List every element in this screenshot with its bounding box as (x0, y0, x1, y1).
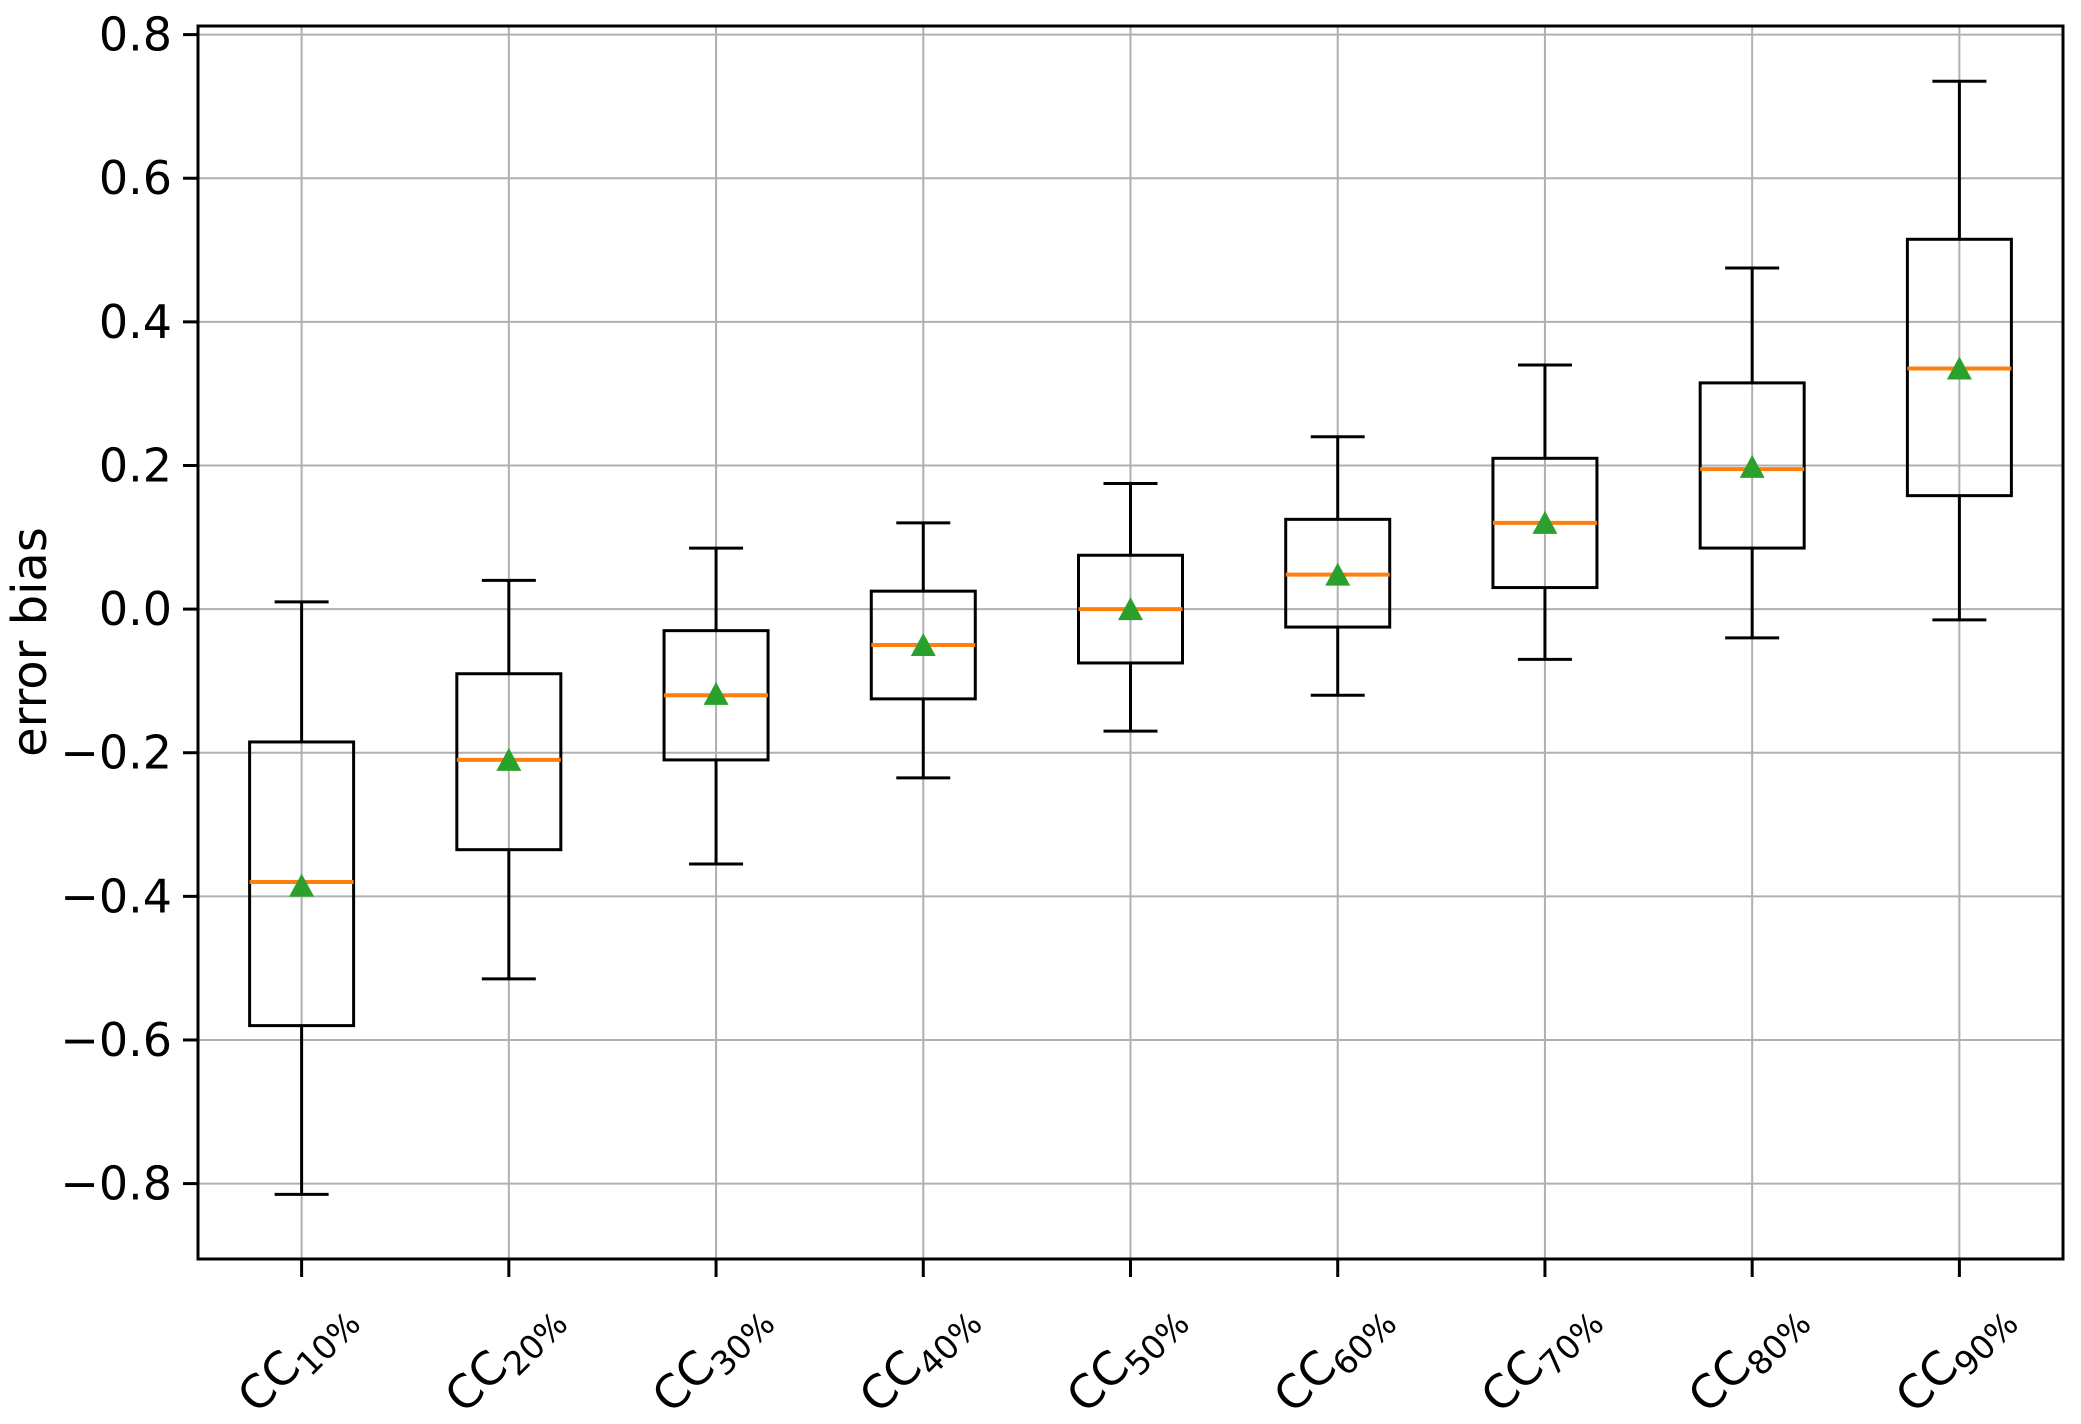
xtick-label-CC90%: CC90% (1885, 1288, 2026, 1424)
iqr-box-CC80% (1698, 381, 1806, 550)
mean-marker-CC80% (1739, 454, 1765, 478)
ytick-label-0.8: 0.8 (99, 8, 172, 62)
box-CC40% (869, 521, 977, 780)
box-CC10% (248, 600, 356, 1196)
axis-layer: 0.8 0.6 0.4 0.2 0.0 −0.2 −0.4 −0.6 −0.8 CC10% CC20… (60, 8, 2065, 1424)
box-CC80% (1698, 266, 1806, 640)
box-CC90% (1905, 79, 2013, 622)
xtick-label-CC60%: CC60% (1263, 1288, 1404, 1424)
xtick-label-CC40%: CC40% (849, 1288, 990, 1424)
mean-marker-CC50% (1118, 597, 1143, 621)
y-axis-label: error bias (2, 527, 58, 757)
ytick-label-0.6: 0.6 (99, 151, 172, 205)
xtick-label-CC50%: CC50% (1056, 1288, 1197, 1424)
box-CC50% (1077, 481, 1184, 733)
box-CC30% (662, 546, 770, 866)
mean-marker-CC60% (1325, 562, 1351, 586)
mean-marker-CC30% (703, 681, 729, 705)
xtick-label-CC70%: CC70% (1470, 1288, 1611, 1424)
xtick-label-CC10%: CC10% (227, 1288, 368, 1424)
mean-marker-CC40% (910, 633, 936, 657)
ytick-label-0.2: 0.2 (99, 438, 172, 492)
xtick-label-CC20%: CC20% (434, 1288, 575, 1424)
ytick-label-0.4: 0.4 (99, 295, 172, 349)
mean-marker-CC10% (289, 873, 315, 897)
box-layer (248, 79, 2013, 1196)
xtick-label-CC80%: CC80% (1677, 1288, 1818, 1424)
ytick-label--0.6: −0.6 (60, 1013, 172, 1067)
ytick-label--0.4: −0.4 (60, 869, 172, 923)
grid-layer (198, 26, 2063, 1259)
mean-marker-CC20% (496, 747, 522, 771)
ytick-label--0.2: −0.2 (60, 726, 172, 780)
box-CC60% (1284, 435, 1392, 697)
box-CC20% (455, 578, 563, 981)
mean-marker-CC90% (1946, 356, 1972, 380)
plot-spines (196, 24, 2065, 1261)
box-CC70% (1491, 363, 1599, 661)
xtick-label-CC30%: CC30% (641, 1288, 782, 1424)
ytick-label--0.8: −0.8 (60, 1157, 172, 1211)
mean-marker-CC70% (1532, 510, 1558, 534)
ytick-label-0: 0.0 (99, 582, 172, 636)
